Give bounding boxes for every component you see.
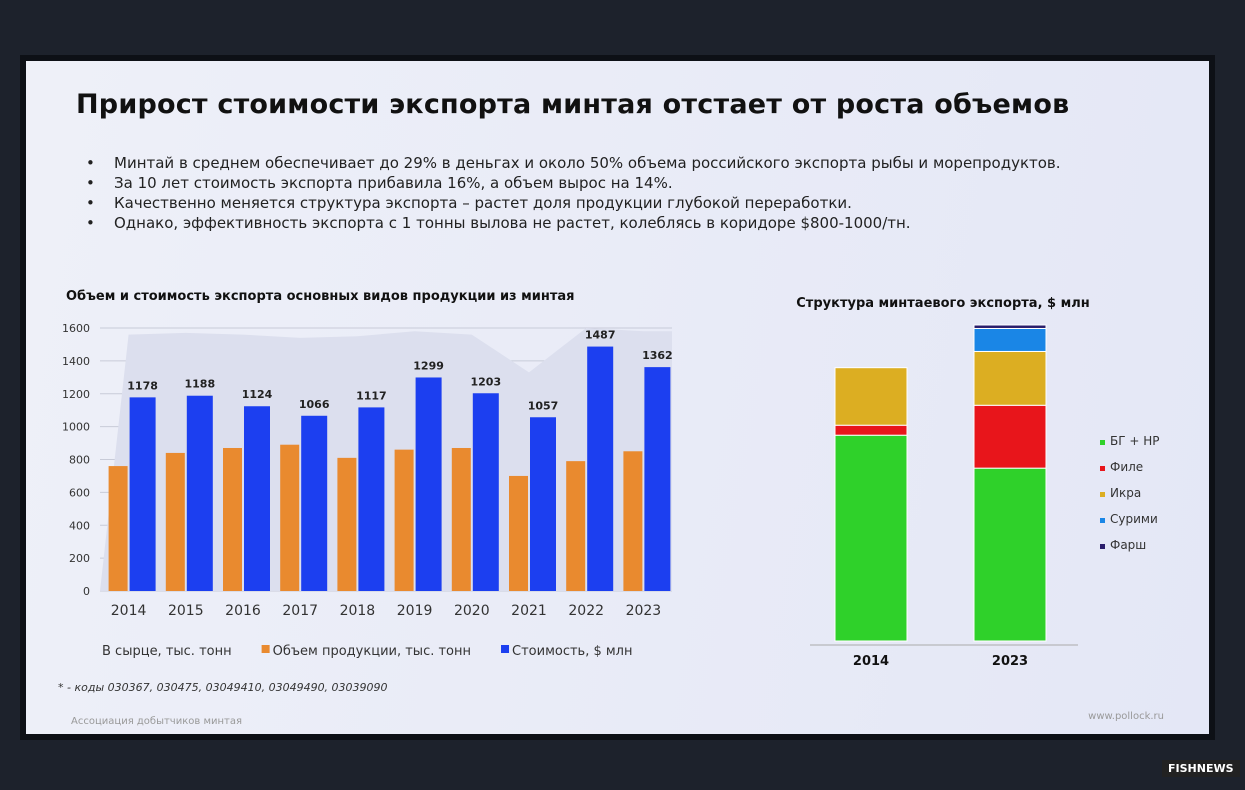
y-tick-label: 600: [69, 486, 90, 499]
x-tick-label: 2019: [397, 603, 433, 619]
bar-segment: [973, 350, 1047, 406]
x-tick-label: 2015: [168, 603, 204, 619]
bar: [587, 346, 614, 591]
bullet: За 10 лет стоимость экспорта прибавила 1…: [86, 173, 1061, 193]
legend-label: Икра: [1110, 486, 1141, 500]
bar: [337, 457, 357, 591]
area: [100, 328, 672, 591]
legend-swatch: [1100, 518, 1105, 523]
bar-segment: [973, 324, 1047, 329]
y-tick-label: 1400: [62, 355, 90, 368]
bar: [186, 395, 213, 591]
bar: [415, 377, 442, 591]
legend-swatch: [1100, 466, 1105, 471]
bar: [165, 452, 185, 591]
legend-swatch: [1100, 544, 1105, 549]
chart-title: Структура минтаевого экспорта, $ млн: [796, 296, 1089, 311]
legend-swatch: [501, 645, 510, 653]
source: Ассоциация добытчиков минтая: [71, 716, 242, 727]
bar-segment: [834, 434, 908, 642]
y-tick-label: 1200: [62, 388, 90, 401]
data-label: 1057: [528, 399, 559, 412]
bar: [472, 393, 499, 591]
bar: [358, 407, 385, 591]
chart-title: Объем и стоимость экспорта основных видо…: [66, 289, 575, 304]
legend-swatch: [1100, 440, 1105, 445]
x-tick-label: 2014: [111, 603, 147, 619]
data-label: 1188: [184, 378, 215, 391]
bar: [301, 415, 328, 591]
bar: [530, 417, 556, 591]
data-label: 1362: [642, 349, 673, 362]
bullet: Качественно меняется структура экспорта …: [86, 193, 1061, 213]
legend-swatch: [1100, 492, 1105, 497]
bar: [509, 475, 528, 591]
bar: [129, 397, 156, 591]
data-label: 1066: [299, 398, 330, 411]
legend-swatch: [261, 645, 270, 653]
bar-segment: [834, 424, 908, 436]
legend-label: Сурими: [1110, 512, 1158, 526]
data-label: 1487: [585, 329, 616, 342]
bar: [244, 406, 270, 591]
bullet: Однако, эффективность экспорта с 1 тонны…: [86, 213, 1061, 233]
bullet: Минтай в среднем обеспечивает до 29% в д…: [86, 153, 1061, 173]
y-tick-label: 400: [69, 519, 90, 532]
bar: [566, 461, 586, 591]
data-label: 1203: [470, 375, 501, 388]
x-tick-label: 2023: [992, 654, 1028, 669]
bar: [223, 447, 242, 591]
x-tick-label: 2016: [225, 603, 261, 619]
x-tick-label: 2021: [511, 603, 547, 619]
bar: [644, 367, 671, 591]
x-tick-label: 2017: [282, 603, 318, 619]
bar-segment: [973, 327, 1047, 352]
data-label: 1178: [127, 379, 158, 392]
bar-segment: [973, 404, 1047, 469]
bar-segment: [973, 467, 1047, 642]
x-tick-label: 2023: [626, 603, 662, 619]
y-tick-label: 200: [69, 552, 90, 565]
bar: [623, 451, 643, 591]
website: www.pollock.ru: [1088, 711, 1164, 722]
logo: FISHNEWS: [1162, 760, 1240, 777]
x-tick-label: 2018: [340, 603, 376, 619]
x-tick-label: 2020: [454, 603, 490, 619]
bar-segment: [834, 367, 908, 426]
legend-label: Филе: [1110, 460, 1143, 474]
legend-label: Фарш: [1110, 538, 1146, 552]
bar: [394, 449, 414, 591]
y-tick-label: 0: [83, 585, 90, 598]
bar: [108, 466, 128, 591]
legend-label: Объем продукции, тыс. тонн: [273, 644, 471, 659]
data-label: 1299: [413, 359, 444, 372]
legend-label: БГ + НР: [1110, 434, 1160, 448]
slide-title: Прирост стоимости экспорта минтая отстае…: [76, 89, 1070, 120]
bar: [451, 447, 471, 591]
y-tick-label: 1600: [62, 322, 90, 335]
y-tick-label: 1000: [62, 421, 90, 434]
legend-label: В сырце, тыс. тонн: [102, 644, 232, 659]
x-tick-label: 2014: [853, 654, 889, 669]
y-tick-label: 800: [69, 454, 90, 467]
footnote: * - коды 030367, 030475, 03049410, 03049…: [58, 681, 388, 694]
bar: [280, 444, 300, 591]
data-label: 1117: [356, 389, 387, 402]
bullets: Минтай в среднем обеспечивает до 29% в д…: [86, 153, 1061, 233]
data-label: 1124: [242, 388, 273, 401]
x-tick-label: 2022: [568, 603, 604, 619]
legend-label: Стоимость, $ млн: [512, 644, 632, 659]
